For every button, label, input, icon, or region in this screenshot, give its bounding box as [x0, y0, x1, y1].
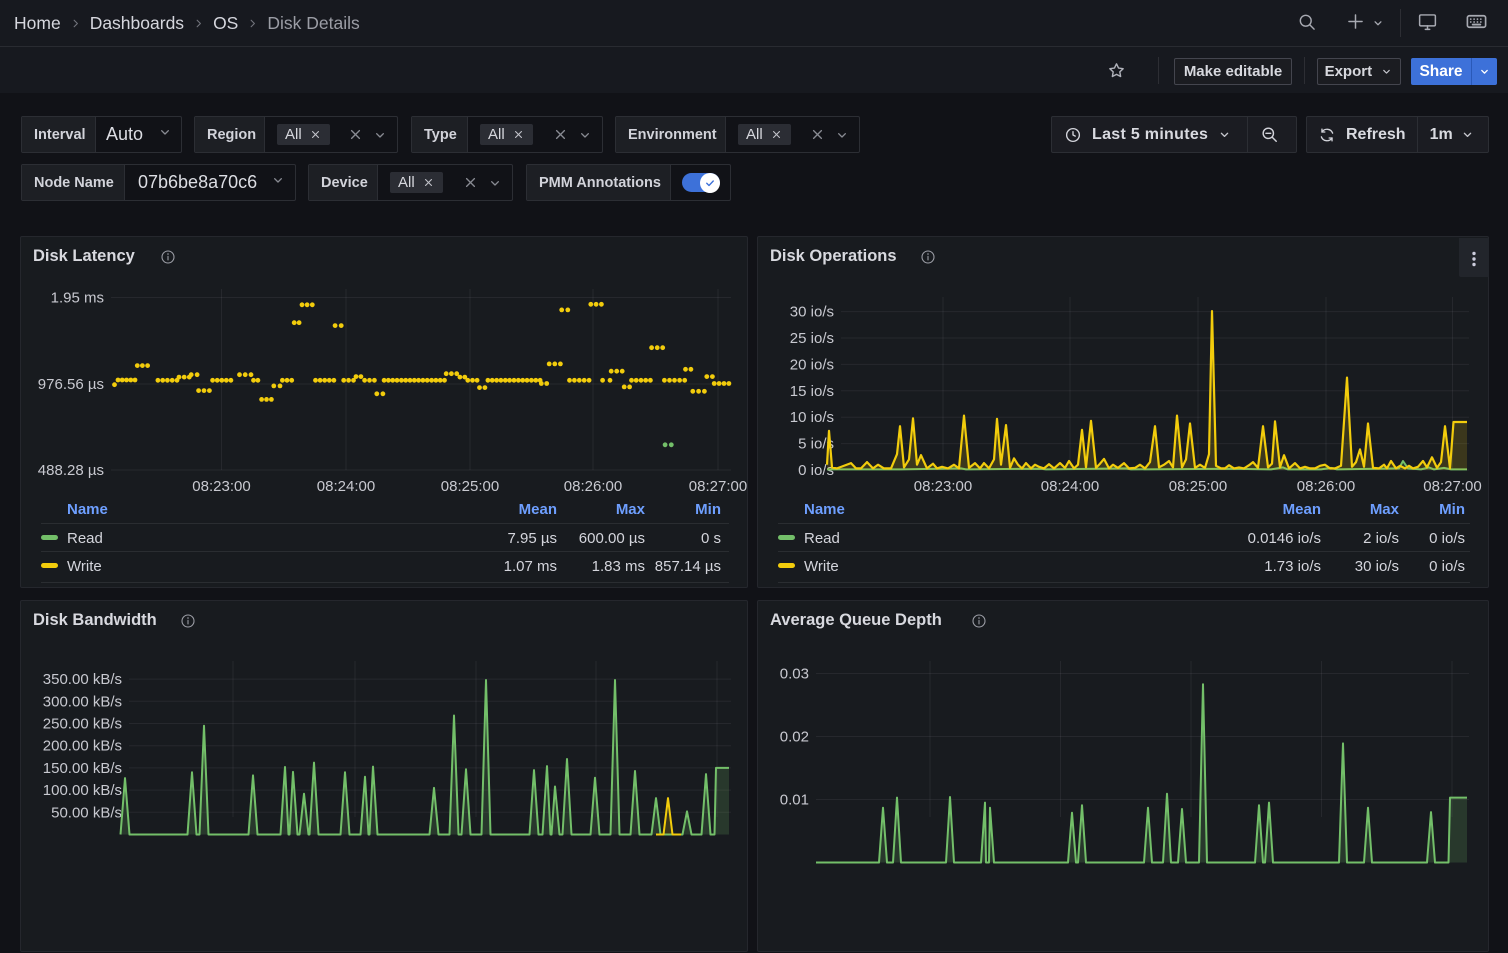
svg-text:08:23:00: 08:23:00	[914, 478, 972, 495]
svg-text:08:24:00: 08:24:00	[317, 478, 375, 495]
svg-text:488.28 µs: 488.28 µs	[38, 462, 104, 479]
svg-text:1.95 ms: 1.95 ms	[51, 290, 104, 307]
svg-text:150.00 kB/s: 150.00 kB/s	[43, 760, 122, 777]
svg-text:0 io/s: 0 io/s	[798, 462, 834, 479]
svg-text:08:25:00: 08:25:00	[1169, 478, 1227, 495]
svg-text:300.00 kB/s: 300.00 kB/s	[43, 693, 122, 710]
svg-text:08:26:00: 08:26:00	[1297, 478, 1355, 495]
svg-text:200.00 kB/s: 200.00 kB/s	[43, 738, 122, 755]
svg-text:0.02: 0.02	[780, 729, 809, 746]
svg-text:08:27:00: 08:27:00	[1423, 478, 1481, 495]
svg-text:976.56 µs: 976.56 µs	[38, 376, 104, 393]
svg-text:20 io/s: 20 io/s	[790, 356, 834, 373]
svg-text:10 io/s: 10 io/s	[790, 409, 834, 426]
svg-text:30 io/s: 30 io/s	[790, 304, 834, 321]
svg-text:08:23:00: 08:23:00	[192, 478, 250, 495]
svg-text:5 io/s: 5 io/s	[798, 436, 834, 453]
svg-text:350.00 kB/s: 350.00 kB/s	[43, 671, 122, 688]
svg-text:08:26:00: 08:26:00	[564, 478, 622, 495]
svg-text:15 io/s: 15 io/s	[790, 383, 834, 400]
svg-text:08:24:00: 08:24:00	[1041, 478, 1099, 495]
svg-text:08:25:00: 08:25:00	[441, 478, 499, 495]
svg-text:08:27:00: 08:27:00	[689, 478, 747, 495]
svg-text:250.00 kB/s: 250.00 kB/s	[43, 716, 122, 733]
svg-text:25 io/s: 25 io/s	[790, 330, 834, 347]
svg-text:100.00 kB/s: 100.00 kB/s	[43, 782, 122, 799]
svg-text:0.03: 0.03	[780, 666, 809, 683]
svg-text:0.01: 0.01	[780, 792, 809, 809]
svg-text:50.00 kB/s: 50.00 kB/s	[51, 804, 122, 821]
